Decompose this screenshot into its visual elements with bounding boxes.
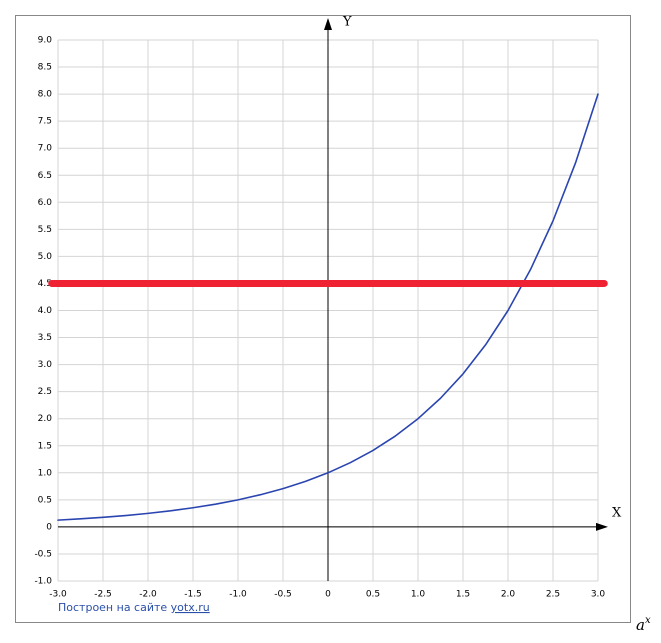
x-axis-arrow [596,522,608,531]
y-tick-label: 2.0 [38,414,53,424]
y-tick-label: 1.0 [38,468,53,478]
y-tick-label: 3.5 [38,333,52,343]
formula: ax [636,615,651,635]
curve [57,93,599,521]
x-tick-label: 1.0 [411,590,426,600]
y-tick-label: 3.0 [38,360,53,370]
y-tick-label: 5.5 [38,225,52,235]
frame [15,15,631,623]
y-tick-label: 7.0 [38,144,53,154]
y-axis-label: Y [342,15,352,30]
footer-text: Построен на сайте [58,601,171,614]
y-tick-label: 6.5 [38,171,52,181]
x-tick-label: 1.5 [456,590,470,600]
x-tick-label: -3.0 [49,590,67,600]
x-tick-label: -1.0 [229,590,247,600]
y-tick-label: -0.5 [34,549,52,559]
x-tick-label: -2.5 [94,590,112,600]
y-tick-label: 5.0 [38,252,53,262]
y-tick-label: 0 [46,522,52,532]
formula-exponent: x [645,615,651,626]
y-tick-label: 2.5 [38,387,52,397]
y-tick-label: 4.0 [38,306,53,316]
x-axis-label: X [612,506,622,521]
y-tick-label: 6.0 [38,198,53,208]
y-axis-arrow [324,18,332,30]
x-tick-label: 0 [325,590,331,600]
x-tick-label: -0.5 [274,590,292,600]
y-tick-label: 9.0 [38,36,53,46]
x-tick-label: 2.0 [501,590,516,600]
x-tick-label: -2.0 [139,590,157,600]
formula-base: a [636,616,645,634]
x-tick-label: 3.0 [591,590,606,600]
footer: Построен на сайте yotx.ru [58,601,210,614]
x-tick-label: 2.5 [546,590,560,600]
y-tick-label: 0.5 [38,495,52,505]
y-tick-label: 8.5 [38,63,52,73]
y-tick-label: 8.0 [38,90,53,100]
y-tick-label: -1.0 [34,577,52,587]
footer-link[interactable]: yotx.ru [171,601,210,614]
x-tick-label: -1.5 [184,590,202,600]
x-tick-label: 0.5 [366,590,380,600]
y-tick-label: 1.5 [38,441,52,451]
y-tick-label: 7.5 [38,117,52,127]
y-tick-label: 4.5 [38,279,52,289]
